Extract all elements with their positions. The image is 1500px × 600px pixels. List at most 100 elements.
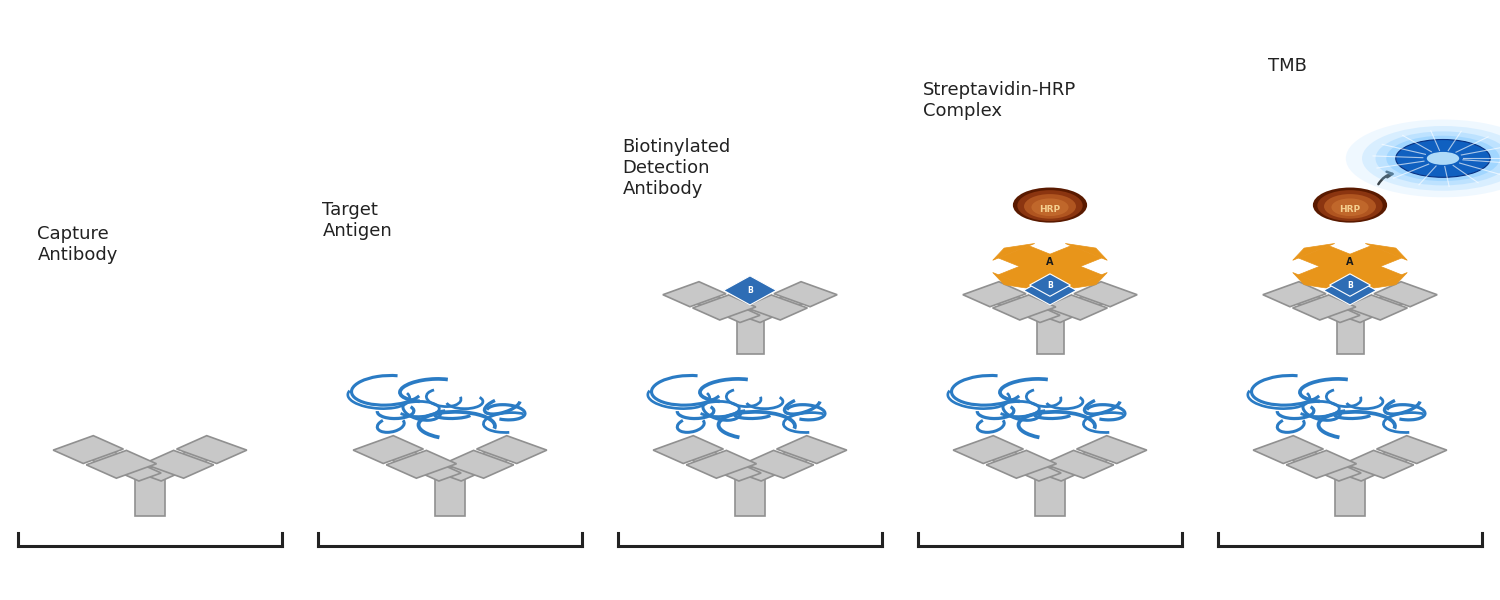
Polygon shape	[1365, 244, 1407, 260]
Text: B: B	[1047, 286, 1053, 295]
Polygon shape	[1035, 477, 1065, 516]
Ellipse shape	[1013, 188, 1088, 223]
Polygon shape	[687, 451, 756, 478]
Text: HRP: HRP	[1040, 205, 1060, 214]
Polygon shape	[1044, 451, 1113, 478]
Polygon shape	[1263, 440, 1360, 481]
Circle shape	[1395, 139, 1490, 178]
Ellipse shape	[1312, 188, 1388, 223]
Polygon shape	[693, 295, 756, 320]
Polygon shape	[1065, 244, 1107, 260]
Polygon shape	[1252, 436, 1323, 463]
Polygon shape	[1040, 285, 1128, 323]
Polygon shape	[1344, 295, 1407, 320]
Ellipse shape	[1317, 190, 1383, 221]
Polygon shape	[1029, 274, 1071, 296]
Polygon shape	[993, 244, 1035, 260]
Ellipse shape	[1324, 194, 1376, 218]
Polygon shape	[1044, 295, 1107, 320]
Polygon shape	[1299, 260, 1365, 287]
Polygon shape	[993, 295, 1056, 320]
Polygon shape	[1335, 477, 1365, 516]
Polygon shape	[774, 281, 837, 307]
Polygon shape	[1374, 281, 1437, 307]
Circle shape	[1346, 119, 1500, 197]
Polygon shape	[1377, 436, 1448, 463]
Text: A: A	[1347, 257, 1353, 267]
Polygon shape	[663, 440, 760, 481]
Polygon shape	[744, 451, 813, 478]
Circle shape	[1386, 136, 1500, 181]
Polygon shape	[1074, 281, 1137, 307]
Polygon shape	[177, 436, 248, 463]
Polygon shape	[999, 246, 1065, 272]
Ellipse shape	[1332, 199, 1368, 216]
Circle shape	[1362, 126, 1500, 191]
Polygon shape	[1293, 272, 1335, 289]
Polygon shape	[672, 285, 760, 323]
Polygon shape	[744, 295, 807, 320]
Polygon shape	[963, 281, 1026, 307]
Text: HRP: HRP	[1340, 205, 1360, 214]
Polygon shape	[740, 440, 837, 481]
Polygon shape	[363, 440, 460, 481]
Polygon shape	[1036, 319, 1064, 354]
Polygon shape	[1035, 260, 1101, 287]
Polygon shape	[135, 477, 165, 516]
Polygon shape	[1365, 272, 1407, 289]
Text: Target
Antigen: Target Antigen	[322, 201, 393, 240]
Polygon shape	[1287, 451, 1356, 478]
Circle shape	[1376, 131, 1500, 185]
Polygon shape	[1272, 285, 1360, 323]
Text: B: B	[1347, 286, 1353, 295]
Polygon shape	[1065, 272, 1107, 289]
Ellipse shape	[1017, 190, 1083, 221]
Polygon shape	[987, 451, 1056, 478]
Ellipse shape	[1032, 199, 1068, 216]
Text: Biotinylated
Detection
Antibody: Biotinylated Detection Antibody	[622, 139, 730, 198]
Polygon shape	[1335, 246, 1401, 272]
Polygon shape	[352, 436, 423, 463]
Polygon shape	[1263, 281, 1326, 307]
Polygon shape	[1293, 244, 1335, 260]
Polygon shape	[740, 285, 828, 323]
Polygon shape	[87, 451, 156, 478]
Text: B: B	[1347, 281, 1353, 290]
Polygon shape	[53, 436, 123, 463]
Polygon shape	[1035, 246, 1101, 272]
Polygon shape	[777, 436, 847, 463]
Polygon shape	[1040, 440, 1137, 481]
Polygon shape	[1323, 276, 1377, 305]
Text: B: B	[747, 286, 753, 295]
Polygon shape	[723, 276, 777, 305]
Polygon shape	[477, 436, 548, 463]
Polygon shape	[1023, 276, 1077, 305]
Polygon shape	[1336, 319, 1364, 354]
Polygon shape	[736, 319, 764, 354]
Polygon shape	[63, 440, 160, 481]
Text: B: B	[1047, 281, 1053, 290]
Polygon shape	[993, 272, 1035, 289]
Polygon shape	[1329, 274, 1371, 296]
Polygon shape	[140, 440, 237, 481]
Polygon shape	[444, 451, 513, 478]
Text: A: A	[1047, 257, 1053, 267]
Polygon shape	[1293, 295, 1356, 320]
Polygon shape	[1077, 436, 1148, 463]
Polygon shape	[963, 440, 1060, 481]
Text: Capture
Antibody: Capture Antibody	[38, 225, 118, 264]
Text: TMB: TMB	[1268, 57, 1306, 75]
Polygon shape	[663, 281, 726, 307]
Polygon shape	[952, 436, 1023, 463]
Text: Streptavidin-HRP
Complex: Streptavidin-HRP Complex	[922, 81, 1076, 120]
Polygon shape	[387, 451, 456, 478]
Polygon shape	[435, 477, 465, 516]
Circle shape	[1426, 152, 1460, 165]
Polygon shape	[1299, 246, 1365, 272]
Polygon shape	[972, 285, 1060, 323]
Polygon shape	[1335, 260, 1401, 287]
Polygon shape	[440, 440, 537, 481]
Polygon shape	[735, 477, 765, 516]
Polygon shape	[144, 451, 213, 478]
Polygon shape	[1344, 451, 1413, 478]
